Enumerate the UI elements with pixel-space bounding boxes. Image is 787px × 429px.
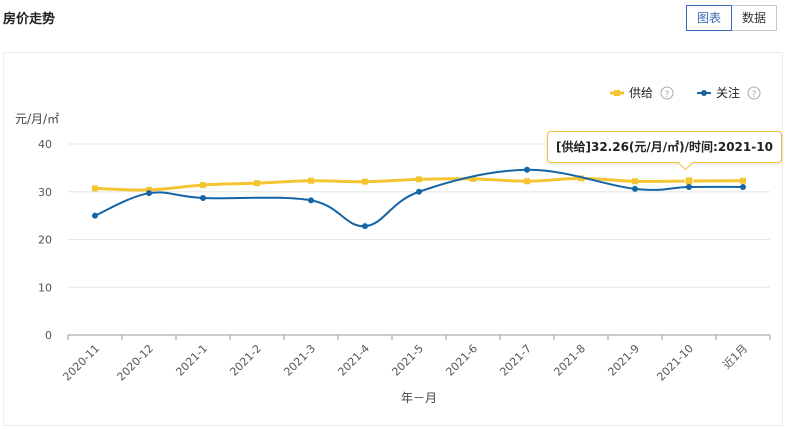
x-tick-label: 近1月 bbox=[720, 342, 750, 372]
data-point-attention[interactable] bbox=[524, 166, 530, 173]
data-point-supply[interactable] bbox=[200, 182, 206, 189]
data-point-supply[interactable] bbox=[740, 177, 746, 184]
data-point-supply[interactable] bbox=[254, 180, 260, 187]
data-point-attention[interactable] bbox=[200, 194, 206, 201]
data-point-supply[interactable] bbox=[146, 186, 152, 193]
data-point-supply[interactable] bbox=[308, 177, 314, 184]
data-point-attention[interactable] bbox=[362, 223, 368, 230]
data-point-attention[interactable] bbox=[92, 212, 98, 219]
data-view-button[interactable]: 数据 bbox=[732, 5, 778, 31]
help-icon-glyph: ? bbox=[752, 90, 757, 100]
x-tick-label: 2021-3 bbox=[281, 342, 318, 379]
y-tick-label: 20 bbox=[38, 234, 52, 247]
page-title: 房价走势 bbox=[3, 12, 56, 27]
data-point-supply[interactable] bbox=[524, 178, 530, 185]
x-tick-label: 2021-2 bbox=[227, 342, 264, 379]
grid bbox=[68, 143, 770, 336]
series-layer bbox=[92, 166, 746, 230]
x-tick-label: 2020-12 bbox=[114, 342, 156, 384]
data-point-attention[interactable] bbox=[416, 188, 422, 195]
y-tick-label: 40 bbox=[38, 138, 52, 151]
chart-panel bbox=[3, 52, 783, 426]
x-tick-label: 2021-4 bbox=[335, 342, 372, 379]
x-axis-title: 年－月 bbox=[401, 391, 437, 405]
y-axis-title: 元/月/㎡ bbox=[15, 112, 59, 126]
legend-item-supply[interactable]: 供给 ? bbox=[610, 86, 674, 100]
legend-item-attention[interactable]: 关注 ? bbox=[697, 85, 761, 100]
x-tick-label: 2021-8 bbox=[551, 342, 588, 379]
x-tick-label: 2020-11 bbox=[60, 342, 102, 384]
x-axis: 2020-11 2020-12 2021-1 2021-2 2021-3 2021-4 20… bbox=[60, 335, 771, 384]
y-tick-label: 30 bbox=[38, 186, 52, 199]
x-tick-label: 2021-5 bbox=[389, 342, 426, 379]
data-point-attention[interactable] bbox=[686, 183, 692, 190]
data-point-supply[interactable] bbox=[362, 178, 368, 185]
data-point-supply[interactable] bbox=[470, 175, 476, 182]
help-icon-glyph: ? bbox=[665, 90, 670, 100]
help-icon[interactable] bbox=[747, 86, 761, 100]
x-tick-label: 2021-10 bbox=[654, 342, 696, 384]
legend-label-attention: 关注 bbox=[716, 85, 740, 100]
data-point-supply[interactable] bbox=[416, 176, 422, 183]
data-point-attention[interactable] bbox=[308, 197, 314, 204]
x-tick-label: 2021-6 bbox=[443, 342, 480, 379]
data-tooltip: [供给]32.26(元/月/㎡)/时间:2021-10 bbox=[547, 131, 782, 163]
legend: 供给 ? 关注 ? bbox=[610, 85, 761, 100]
data-point-attention[interactable] bbox=[146, 190, 152, 197]
x-tick-label: 2021-1 bbox=[173, 342, 210, 379]
series-line-attention bbox=[94, 168, 744, 228]
legend-label-supply: 供给 bbox=[629, 86, 653, 100]
help-icon[interactable] bbox=[660, 86, 674, 100]
data-point-supply[interactable] bbox=[578, 175, 584, 182]
data-point-attention[interactable] bbox=[740, 183, 746, 190]
y-tick-label: 10 bbox=[38, 281, 52, 294]
y-axis: 0 10 20 30 40 bbox=[38, 138, 52, 342]
data-point-supply[interactable] bbox=[632, 178, 638, 185]
chart-view-button[interactable]: 图表 bbox=[686, 5, 733, 31]
data-point-supply[interactable] bbox=[92, 185, 98, 192]
data-point-supply[interactable] bbox=[684, 176, 694, 186]
y-tick-label: 0 bbox=[45, 329, 52, 342]
x-tick-label: 2021-7 bbox=[497, 342, 534, 379]
data-point-attention[interactable] bbox=[632, 185, 638, 192]
view-toggle: 图表 数据 bbox=[686, 5, 778, 31]
x-tick-label: 2021-9 bbox=[605, 342, 642, 379]
